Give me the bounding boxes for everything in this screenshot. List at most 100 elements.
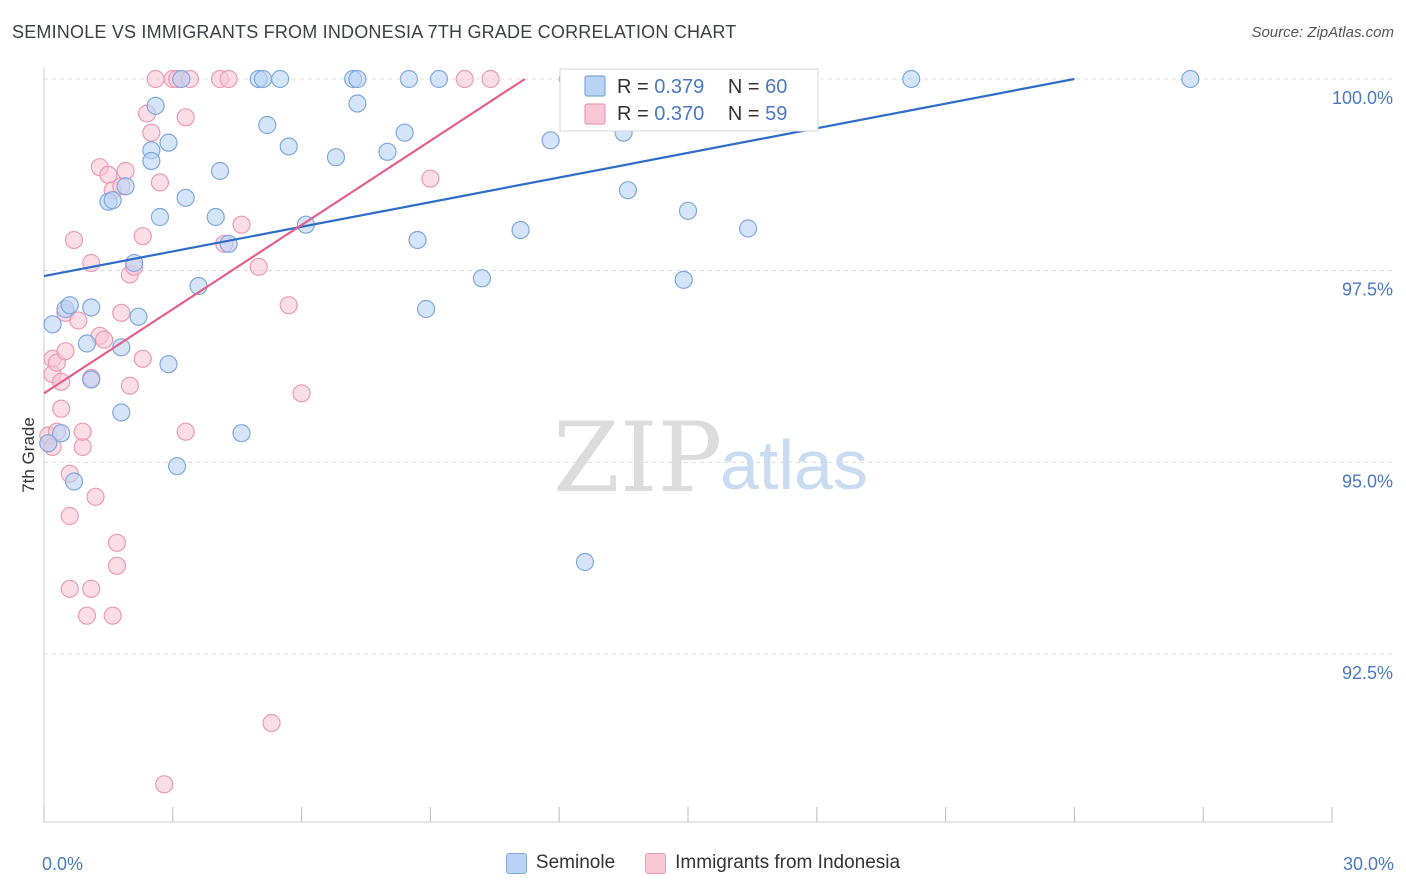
point-indonesia-41 <box>146 69 165 89</box>
point-indonesia-50 <box>232 215 251 234</box>
point-indonesia-49 <box>219 69 238 89</box>
point-seminole-24 <box>206 207 225 227</box>
point-seminole-45 <box>511 220 530 240</box>
point-seminole-52 <box>678 201 698 220</box>
y-axis-label: 7th Grade <box>19 417 38 493</box>
point-indonesia-55 <box>421 169 440 188</box>
legend-box: R = 0.379 N = 60 R = 0.370 N = 59 <box>559 68 819 132</box>
legend-r-value-seminole: 0.379 <box>654 76 704 98</box>
point-seminole-22 <box>176 188 195 207</box>
y-tick-label-1: 97.5% <box>1342 280 1393 300</box>
point-indonesia-33 <box>116 161 135 181</box>
point-indonesia-8 <box>52 399 71 418</box>
point-seminole-17 <box>146 96 165 115</box>
legend-row-seminole: R = 0.379 N = 60 <box>617 76 787 98</box>
point-seminole-40 <box>399 69 419 89</box>
point-indonesia-53 <box>279 296 298 315</box>
point-seminole-3 <box>60 296 79 315</box>
point-seminole-14 <box>129 307 148 326</box>
point-seminole-42 <box>417 299 436 319</box>
legend-r-label-seminole: R = <box>617 76 654 98</box>
point-seminole-1 <box>52 424 71 443</box>
bottom-legend-item-indonesia: Immigrants from Indonesia <box>645 852 900 874</box>
y-tick-label-3: 92.5% <box>1342 663 1393 683</box>
legend-r-value-indonesia: 0.370 <box>654 103 704 125</box>
point-seminole-5 <box>77 334 97 353</box>
point-seminole-6 <box>82 298 101 317</box>
point-indonesia-16 <box>73 437 92 457</box>
point-indonesia-28 <box>103 606 122 625</box>
point-seminole-19 <box>159 133 178 152</box>
point-seminole-7 <box>82 370 101 389</box>
point-seminole-34 <box>326 148 346 167</box>
point-seminole-38 <box>378 142 397 161</box>
point-seminole-55 <box>902 69 921 89</box>
point-indonesia-32 <box>112 303 131 322</box>
point-indonesia-18 <box>77 606 97 625</box>
point-seminole-58 <box>39 434 58 453</box>
trend-lines <box>43 77 1075 395</box>
watermark-zip: ZIP <box>553 402 722 514</box>
point-seminole-29 <box>253 69 273 89</box>
point-seminole-0 <box>43 315 62 334</box>
point-seminole-57 <box>575 552 595 572</box>
point-indonesia-40 <box>142 123 161 142</box>
point-indonesia-38 <box>133 227 152 246</box>
point-seminole-46 <box>541 131 560 150</box>
point-indonesia-42 <box>150 173 170 192</box>
legend-n-label-indonesia: N = <box>728 103 765 125</box>
point-seminole-4 <box>64 472 84 491</box>
point-seminole-21 <box>167 457 187 476</box>
chart-title: SEMINOLE VS IMMIGRANTS FROM INDONESIA 7T… <box>12 22 737 42</box>
point-seminole-16 <box>142 151 161 171</box>
point-seminole-32 <box>279 137 298 156</box>
x-tick-label-1: 30.0% <box>1343 854 1394 874</box>
point-seminole-43 <box>429 69 449 89</box>
point-indonesia-46 <box>176 108 195 127</box>
point-indonesia-12 <box>60 506 79 526</box>
chart-source: Source: ZipAtlas.com <box>1251 24 1394 41</box>
bottom-legend-swatch-seminole <box>505 852 527 874</box>
point-indonesia-25 <box>95 330 114 349</box>
watermark: ZIP atlas <box>553 402 868 514</box>
legend-swatch-seminole <box>584 75 606 97</box>
point-seminole-18 <box>150 207 170 227</box>
bottom-legend-swatch-indonesia <box>645 852 667 874</box>
point-seminole-20 <box>159 355 178 374</box>
point-seminole-37 <box>348 94 367 113</box>
point-seminole-36 <box>348 69 367 89</box>
point-seminole-10 <box>116 177 135 196</box>
legend-n-value-indonesia: 59 <box>765 103 787 125</box>
y-tick-label-0: 100.0% <box>1332 88 1393 108</box>
point-seminole-27 <box>232 424 251 443</box>
point-indonesia-15 <box>69 311 88 330</box>
point-indonesia-22 <box>86 487 105 506</box>
bottom-legend-label-seminole: Seminole <box>535 852 616 873</box>
point-indonesia-54 <box>292 384 311 403</box>
trend-line-indonesia <box>43 78 526 395</box>
point-seminole-41 <box>408 230 427 250</box>
grid-lines <box>44 78 1392 655</box>
point-indonesia-19 <box>82 579 101 598</box>
legend-r-label-indonesia: R = <box>617 103 654 125</box>
point-indonesia-58 <box>262 713 281 733</box>
point-indonesia-52 <box>249 257 268 276</box>
point-indonesia-9 <box>56 342 75 361</box>
bottom-legend: Seminole Immigrants from Indonesia <box>0 852 1406 874</box>
point-seminole-30 <box>271 69 290 89</box>
point-seminole-54 <box>739 219 758 238</box>
point-indonesia-57 <box>481 69 500 89</box>
point-seminole-50 <box>618 181 637 200</box>
point-seminole-51 <box>674 270 693 289</box>
scatter-points <box>39 69 1200 794</box>
bottom-legend-item-seminole: Seminole <box>505 852 616 874</box>
tick-labels: 100.0% 97.5% 95.0% 92.5% 0.0% 30.0% <box>42 88 1394 874</box>
point-seminole-39 <box>395 123 414 142</box>
point-seminole-25 <box>210 161 230 181</box>
point-indonesia-37 <box>133 349 152 368</box>
point-indonesia-56 <box>455 69 474 89</box>
legend-n-label-seminole: N = <box>728 76 765 98</box>
trend-line-seminole <box>43 77 1075 278</box>
point-indonesia-35 <box>120 376 139 395</box>
